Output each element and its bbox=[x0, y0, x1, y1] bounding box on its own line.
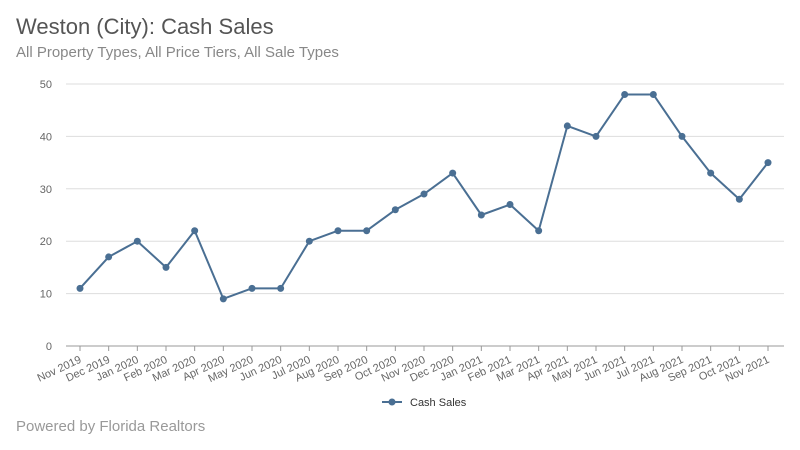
legend-marker-swatch bbox=[388, 398, 396, 406]
legend-label[interactable]: Cash Sales bbox=[410, 397, 467, 409]
data-point[interactable] bbox=[162, 263, 170, 271]
data-point[interactable] bbox=[334, 227, 342, 235]
data-point[interactable] bbox=[621, 90, 629, 98]
grid-lines bbox=[66, 83, 784, 347]
data-point[interactable] bbox=[105, 253, 113, 261]
data-point[interactable] bbox=[592, 132, 600, 140]
data-point[interactable] bbox=[248, 284, 256, 292]
data-point[interactable] bbox=[76, 284, 84, 292]
data-point[interactable] bbox=[219, 295, 227, 303]
y-tick-label: 20 bbox=[40, 236, 52, 248]
y-tick-label: 40 bbox=[40, 131, 52, 143]
data-point[interactable] bbox=[420, 190, 428, 198]
data-point[interactable] bbox=[707, 169, 715, 177]
data-point[interactable] bbox=[191, 227, 199, 235]
data-point[interactable] bbox=[735, 195, 743, 203]
data-point[interactable] bbox=[133, 237, 141, 245]
y-tick-label: 50 bbox=[40, 79, 52, 91]
data-point[interactable] bbox=[678, 132, 686, 140]
powered-by-footer: Powered by Florida Realtors bbox=[16, 418, 206, 435]
chart-title: Weston (City): Cash Sales bbox=[16, 14, 274, 39]
data-point[interactable] bbox=[363, 227, 371, 235]
y-tick-label: 0 bbox=[46, 341, 52, 353]
data-point[interactable] bbox=[477, 211, 485, 219]
chart-subtitle: All Property Types, All Price Tiers, All… bbox=[16, 44, 339, 61]
y-tick-label: 30 bbox=[40, 184, 52, 196]
y-axis-tick-labels: 0 10 20 30 40 50 bbox=[40, 79, 52, 353]
data-point[interactable] bbox=[764, 159, 772, 167]
series-cash-sales bbox=[76, 90, 772, 303]
y-tick-label: 10 bbox=[40, 289, 52, 301]
data-point[interactable] bbox=[277, 284, 285, 292]
data-point[interactable] bbox=[535, 227, 543, 235]
data-point[interactable] bbox=[305, 237, 313, 245]
data-point[interactable] bbox=[649, 90, 657, 98]
legend[interactable]: Cash Sales bbox=[382, 397, 467, 409]
data-point[interactable] bbox=[506, 201, 514, 209]
data-point[interactable] bbox=[563, 122, 571, 130]
data-point[interactable] bbox=[391, 206, 399, 214]
data-point[interactable] bbox=[449, 169, 457, 177]
